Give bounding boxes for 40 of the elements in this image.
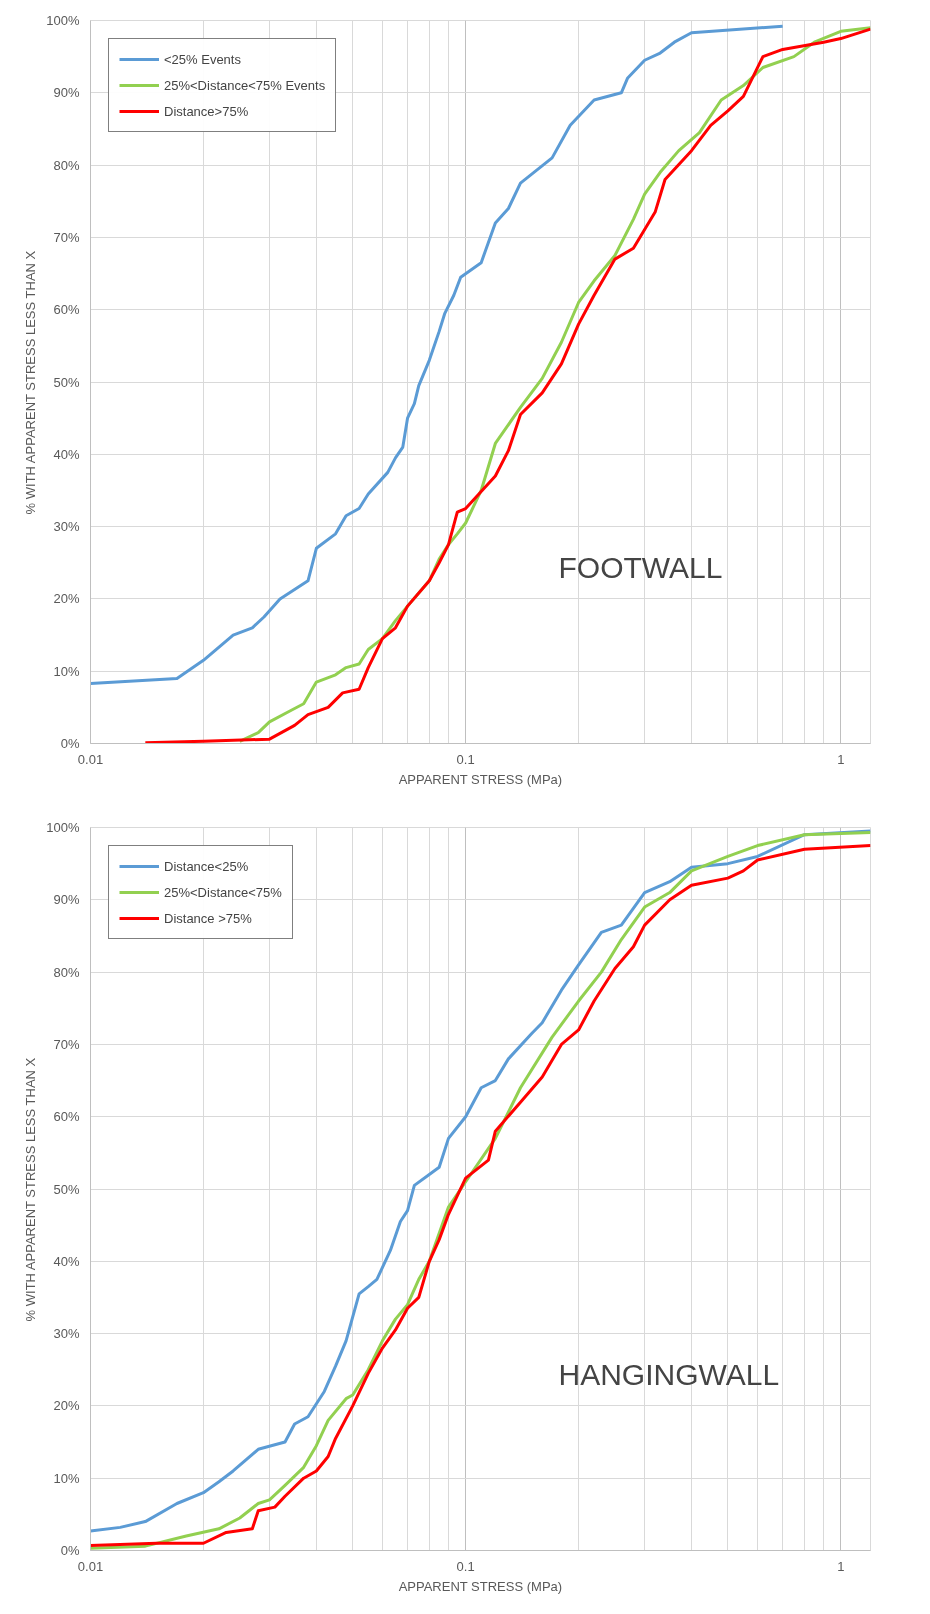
- y-tick-label: 20%: [53, 1398, 80, 1414]
- x-tick-label: 0.01: [77, 1558, 104, 1574]
- y-axis-title: % WITH APPARENT STRESS LESS THAN X: [23, 250, 39, 515]
- y-tick-label: 90%: [53, 85, 80, 101]
- y-tick-label: 30%: [53, 519, 80, 535]
- y-tick-label: 100%: [46, 13, 80, 28]
- x-tick-label: 1: [837, 751, 845, 767]
- y-tick-label: 40%: [53, 446, 80, 462]
- y-tick-label: 0%: [60, 736, 80, 751]
- annotation: FOOTWALL: [558, 551, 723, 585]
- annotation: HANGINGWALL: [558, 1358, 780, 1392]
- legend-label: <25% Events: [164, 51, 241, 67]
- x-tick-label: 1: [837, 1558, 845, 1574]
- y-tick-label: 70%: [53, 229, 80, 245]
- y-tick-label: 60%: [53, 302, 80, 318]
- y-axis-title: % WITH APPARENT STRESS LESS THAN X: [23, 1057, 39, 1322]
- y-tick-label: 80%: [53, 157, 80, 173]
- legend-label: 25%<Distance<75%: [164, 884, 282, 900]
- y-tick-label: 70%: [53, 1036, 80, 1052]
- y-tick-label: 0%: [60, 1543, 80, 1558]
- y-tick-label: 100%: [46, 820, 80, 835]
- y-tick-label: 50%: [53, 1181, 80, 1197]
- y-tick-label: 80%: [53, 964, 80, 980]
- y-tick-label: 10%: [53, 663, 80, 679]
- x-axis-title: APPARENT STRESS (MPa): [398, 1578, 563, 1594]
- x-tick-label: 0.1: [456, 751, 475, 767]
- y-tick-label: 50%: [53, 374, 80, 390]
- legend-label: Distance<25%: [164, 858, 249, 874]
- x-axis-title: APPARENT STRESS (MPa): [398, 771, 563, 787]
- y-tick-label: 60%: [53, 1109, 80, 1125]
- y-tick-label: 90%: [53, 892, 80, 908]
- legend-label: 25%<Distance<75% Events: [164, 77, 326, 93]
- legend-label: Distance>75%: [164, 103, 249, 119]
- y-tick-label: 40%: [53, 1253, 80, 1269]
- y-tick-label: 30%: [53, 1326, 80, 1342]
- y-tick-label: 10%: [53, 1470, 80, 1486]
- x-tick-label: 0.1: [456, 1558, 475, 1574]
- y-tick-label: 20%: [53, 591, 80, 607]
- legend-label: Distance >75%: [164, 910, 252, 926]
- x-tick-label: 0.01: [77, 751, 104, 767]
